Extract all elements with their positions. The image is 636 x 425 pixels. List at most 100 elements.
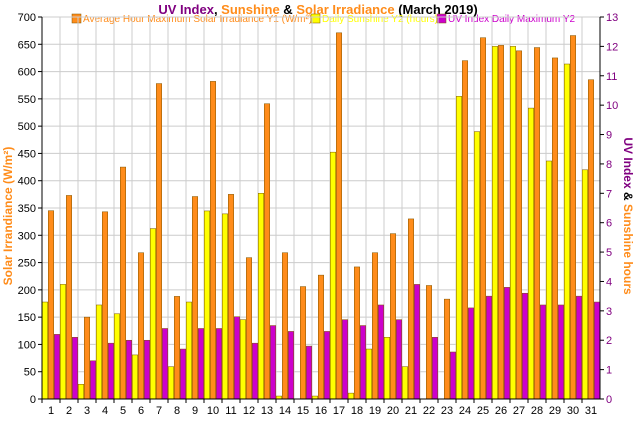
x-tick-label: 1 [48, 405, 54, 417]
legend-swatch-uv [436, 13, 447, 24]
bar-solar-day-3 [84, 316, 90, 400]
bar-sunshine-day-2 [60, 284, 66, 400]
bar-sunshine-day-17 [330, 151, 336, 400]
x-tick-label: 30 [567, 405, 579, 417]
title-month: (March 2019) [395, 2, 478, 17]
x-tick-label: 14 [279, 405, 291, 417]
x-tick-label: 24 [459, 405, 471, 417]
bar-sunshine-day-8 [168, 366, 174, 400]
x-tick-label: 23 [441, 405, 453, 417]
x-tick-labels: 1 2 3 4 5 6 7 8 9 10 11 12 13 14 15 16 17 18 19 20 21 22 23 24 2… [41, 399, 597, 417]
bar-solar-day-25 [480, 37, 486, 400]
y2-label-sep: & [621, 189, 635, 204]
chart-title: UV Index, Sunshine & Solar Irradiance (M… [158, 2, 477, 17]
bar-uv-day-30 [576, 295, 582, 400]
bar-uv-day-18 [360, 325, 366, 400]
bar-uv-day-21 [414, 284, 420, 400]
x-tick-label: 11 [225, 405, 236, 417]
x-tick-label: 19 [369, 405, 381, 417]
bar-sunshine-day-25 [474, 131, 480, 400]
x-tick-label: 10 [207, 405, 219, 417]
bar-uv-day-14 [288, 331, 294, 400]
y2-label-sunshine: Sunshine hours [621, 204, 635, 295]
bar-uv-day-8 [180, 348, 186, 400]
x-tick-label: 2 [66, 405, 72, 417]
bar-solar-day-11 [228, 194, 234, 400]
bar-uv-day-31 [594, 301, 600, 400]
x-tick-label: 8 [174, 405, 180, 417]
bar-uv-day-29 [558, 304, 564, 400]
legend-label-solar: Average Hour Maximum Solar Irradiance Y1… [83, 14, 312, 25]
bar-uv-day-7 [162, 328, 168, 400]
bar-solar-day-9 [192, 196, 198, 400]
bar-sunshine-day-11 [222, 213, 228, 400]
bar-uv-day-4 [108, 342, 114, 400]
bar-solar-day-10 [210, 81, 216, 400]
legend-swatch-sunshine [310, 13, 321, 24]
bar-sunshine-day-12 [240, 319, 246, 400]
bar-uv-day-5 [126, 339, 132, 400]
legend-label-uv: UV Index Daily Maximum Y2 [448, 14, 576, 25]
bar-sunshine-day-28 [528, 107, 534, 400]
bar-uv-day-3 [90, 360, 96, 400]
y2-tick-label: 6 [606, 218, 612, 230]
y1-tick-label: 50 [24, 367, 36, 379]
legend-label-sunshine: Daily Sunshine Y2 (hours) [322, 14, 438, 25]
y1-tick-label: 300 [18, 230, 36, 242]
x-tick-label: 4 [102, 405, 108, 417]
x-tick-label: 29 [549, 405, 561, 417]
y2-tick-label: 12 [606, 41, 618, 53]
bar-solar-day-8 [174, 296, 180, 400]
y2-tick-label: 13 [606, 12, 618, 24]
bar-uv-day-11 [234, 316, 240, 400]
bar-uv-day-6 [144, 339, 150, 400]
bar-sunshine-day-27 [510, 46, 516, 400]
x-tick-label: 17 [333, 405, 345, 417]
y2-tick-label: 10 [606, 100, 618, 112]
bar-uv-day-24 [468, 307, 474, 400]
bar-sunshine-day-6 [132, 354, 138, 400]
bar-sunshine-day-20 [384, 337, 390, 400]
x-tick-label: 15 [297, 405, 309, 417]
y2-axis-label: UV Index & Sunshine hours [621, 137, 635, 295]
y1-tick-label: 700 [18, 12, 36, 24]
bar-uv-day-13 [270, 325, 276, 400]
bar-solar-day-24 [462, 60, 468, 400]
bar-solar-day-17 [336, 32, 342, 400]
bar-solar-day-29 [552, 57, 558, 400]
x-tick-label: 7 [156, 405, 162, 417]
x-tick-label: 21 [405, 405, 417, 417]
y2-tick-label: 4 [606, 276, 612, 288]
bar-sunshine-day-13 [258, 193, 264, 400]
bar-solar-day-4 [102, 211, 108, 400]
x-tick-label: 9 [192, 405, 198, 417]
bar-sunshine-day-5 [114, 313, 120, 400]
bar-uv-day-12 [252, 342, 258, 400]
x-tick-label: 6 [138, 405, 144, 417]
y1-tick-label: 350 [18, 203, 36, 215]
x-tick-label: 5 [120, 405, 126, 417]
y1-tick-label: 150 [18, 312, 36, 324]
y2-tick-label: 1 [606, 365, 612, 377]
x-tick-label: 20 [387, 405, 399, 417]
y2-tick-label: 8 [606, 159, 612, 171]
bar-uv-day-25 [486, 295, 492, 400]
y2-tick-label: 11 [606, 71, 617, 83]
y2-tick-label: 9 [606, 130, 612, 142]
bar-sunshine-day-21 [402, 366, 408, 400]
y1-tick-label: 450 [18, 148, 36, 160]
bar-sunshine-day-9 [186, 301, 192, 400]
y1-tick-label: 550 [18, 94, 36, 106]
bar-solar-day-13 [264, 103, 270, 400]
bar-sunshine-day-18 [348, 392, 354, 400]
bar-uv-day-17 [342, 319, 348, 400]
bar-solar-day-18 [354, 266, 360, 400]
y2-tick-label: 2 [606, 335, 612, 347]
bar-solar-day-15 [300, 286, 306, 400]
x-tick-label: 16 [315, 405, 327, 417]
x-tick-label: 13 [261, 405, 273, 417]
title-sunshine: Sunshine [221, 2, 280, 17]
x-tick-label: 3 [84, 405, 90, 417]
bar-sunshine-day-31 [582, 169, 588, 400]
x-tick-label: 25 [477, 405, 489, 417]
